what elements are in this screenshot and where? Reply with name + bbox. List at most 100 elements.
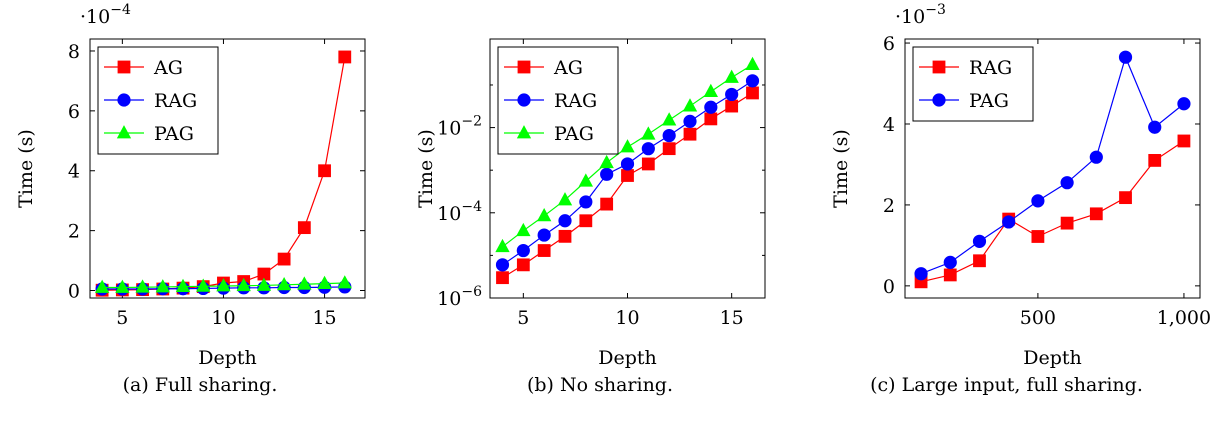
data-point-rag bbox=[516, 243, 530, 258]
data-point-pag bbox=[641, 126, 656, 140]
chart-b-caption: (b) No sharing. bbox=[526, 374, 674, 396]
chart-panel-b: 5 10 15 10−6 10−4 10−2 Depth Time (s) AG RAG PAG (… bbox=[400, 0, 800, 426]
x-axis-label: Depth bbox=[198, 347, 257, 369]
data-point-pag bbox=[337, 275, 352, 289]
data-point-pag bbox=[536, 207, 552, 222]
data-point-rag bbox=[495, 258, 510, 272]
y-multiplier: ·10−4 bbox=[80, 2, 131, 28]
data-point-ag bbox=[558, 229, 572, 243]
data-point-ag bbox=[683, 127, 697, 141]
data-point-rag bbox=[1060, 216, 1074, 230]
data-point-ag bbox=[641, 157, 655, 171]
data-point-pag bbox=[1148, 120, 1162, 134]
x-tick-label: 15 bbox=[312, 307, 336, 329]
legend-marker-pag bbox=[932, 93, 946, 107]
x-tick-label: 15 bbox=[720, 307, 744, 329]
data-point-pag bbox=[943, 255, 957, 269]
data-point-pag bbox=[914, 267, 928, 281]
chart-panel-c: 500 1,000 0 2 4 6·10−3 Depth Time (s) RAG PAG (c)… bbox=[800, 0, 1213, 426]
data-point-pag bbox=[1177, 97, 1191, 111]
data-point-pag bbox=[724, 69, 739, 83]
data-point-ag bbox=[318, 164, 331, 178]
data-point-ag bbox=[579, 214, 593, 228]
data-point-rag bbox=[600, 167, 614, 181]
data-point-pag bbox=[155, 279, 170, 293]
data-point-ag bbox=[496, 271, 509, 285]
data-point-rag bbox=[579, 195, 593, 209]
data-point-pag bbox=[135, 279, 150, 293]
data-point-pag bbox=[94, 279, 110, 293]
legend-label-pag: PAG bbox=[554, 123, 594, 145]
y-tick-label: 6 bbox=[883, 33, 895, 55]
data-point-rag bbox=[704, 100, 718, 114]
y-tick-label: 10−2 bbox=[437, 114, 482, 140]
data-point-pag bbox=[297, 276, 312, 290]
legend-marker-rag bbox=[932, 60, 946, 74]
legend-box bbox=[912, 46, 1034, 122]
y-tick-label: 4 bbox=[883, 114, 895, 136]
data-point-rag bbox=[641, 142, 655, 156]
series-line-pag bbox=[920, 55, 1185, 275]
y-axis-label: Time (s) bbox=[15, 129, 37, 208]
legend-label-rag: RAG bbox=[554, 90, 597, 112]
data-point-rag bbox=[1031, 230, 1045, 243]
data-point-rag bbox=[1148, 154, 1162, 167]
legend-marker-rag bbox=[517, 93, 531, 107]
data-point-ag bbox=[746, 86, 759, 100]
data-point-ag bbox=[600, 197, 614, 211]
data-point-rag bbox=[1089, 207, 1103, 221]
data-point-rag bbox=[973, 254, 986, 268]
data-point-pag bbox=[317, 275, 332, 290]
x-axis-label: Depth bbox=[1023, 347, 1082, 369]
data-point-ag bbox=[338, 50, 352, 64]
data-point-ag bbox=[277, 252, 291, 266]
x-tick-label: 1,000 bbox=[1157, 307, 1211, 329]
data-point-ag bbox=[297, 221, 311, 235]
data-point-pag bbox=[1089, 150, 1103, 164]
data-point-ag bbox=[621, 169, 634, 182]
legend-marker-rag bbox=[117, 93, 131, 107]
data-point-ag bbox=[704, 112, 718, 126]
y-tick-label: 2 bbox=[68, 221, 80, 243]
data-point-rag bbox=[943, 268, 957, 282]
data-point-pag bbox=[972, 234, 987, 248]
y-tick-label: 6 bbox=[68, 101, 80, 123]
x-tick-label: 10 bbox=[615, 307, 639, 329]
legend-label-rag: RAG bbox=[154, 90, 197, 112]
data-point-rag bbox=[662, 128, 676, 143]
legend-label-pag: PAG bbox=[969, 90, 1009, 112]
chart-b-svg: 5 10 15 10−6 10−4 10−2 Depth Time (s) AG RAG PAG bbox=[415, 38, 766, 369]
legend-marker-ag bbox=[517, 60, 531, 74]
data-point-pag bbox=[1031, 194, 1045, 208]
data-point-rag bbox=[558, 214, 572, 228]
legend-marker-pag bbox=[516, 125, 532, 139]
chart-a-svg: 5 10 15 0 2 4 6 8·10−4 Depth Time (s) AG RAG PAG bbox=[15, 2, 366, 369]
data-point-pag bbox=[1118, 50, 1133, 64]
y-tick-label: 8 bbox=[68, 41, 80, 63]
data-point-pag bbox=[703, 83, 719, 97]
legend-label-ag: AG bbox=[553, 57, 583, 79]
data-point-pag bbox=[216, 278, 231, 292]
legend-marker-pag bbox=[116, 125, 132, 139]
data-point-rag bbox=[725, 87, 739, 102]
y-tick-label: 10−4 bbox=[437, 199, 482, 225]
chart-a-caption: (a) Full sharing. bbox=[122, 374, 278, 396]
data-point-rag bbox=[537, 228, 551, 242]
x-tick-label: 5 bbox=[517, 307, 529, 329]
plot-frame bbox=[89, 38, 366, 299]
data-point-pag bbox=[236, 277, 251, 292]
chart-c-caption: (c) Large input, full sharing. bbox=[870, 374, 1143, 396]
legend-label-ag: AG bbox=[153, 57, 183, 79]
data-point-pag bbox=[196, 278, 211, 292]
data-point-ag bbox=[516, 258, 530, 272]
y-tick-label: 0 bbox=[883, 276, 895, 298]
data-point-pag bbox=[599, 154, 614, 169]
data-point-pag bbox=[1002, 215, 1016, 229]
data-point-rag bbox=[1177, 134, 1191, 148]
data-point-pag bbox=[1060, 176, 1074, 190]
legend-label-rag: RAG bbox=[969, 57, 1012, 79]
chart-c-svg: 500 1,000 0 2 4 6·10−3 Depth Time (s) RAG PAG bbox=[830, 2, 1211, 369]
data-point-pag bbox=[682, 98, 698, 112]
data-point-pag bbox=[661, 112, 677, 126]
x-axis-label: Depth bbox=[598, 347, 657, 369]
